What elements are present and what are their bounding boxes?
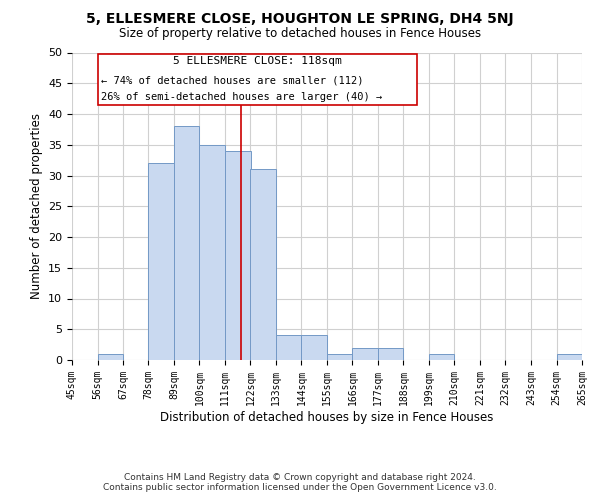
Bar — [276, 336, 301, 360]
Text: Size of property relative to detached houses in Fence Houses: Size of property relative to detached ho… — [119, 28, 481, 40]
Bar — [301, 336, 327, 360]
Bar — [250, 170, 276, 360]
Bar — [97, 354, 123, 360]
X-axis label: Distribution of detached houses by size in Fence Houses: Distribution of detached houses by size … — [160, 410, 494, 424]
Text: 5 ELLESMERE CLOSE: 118sqm: 5 ELLESMERE CLOSE: 118sqm — [173, 56, 342, 66]
Bar — [225, 151, 251, 360]
Bar — [174, 126, 199, 360]
Bar — [199, 145, 225, 360]
Text: ← 74% of detached houses are smaller (112): ← 74% of detached houses are smaller (11… — [101, 76, 364, 86]
Y-axis label: Number of detached properties: Number of detached properties — [29, 114, 43, 299]
Bar — [327, 354, 352, 360]
Bar — [429, 354, 455, 360]
Bar — [378, 348, 403, 360]
Bar — [557, 354, 582, 360]
FancyBboxPatch shape — [97, 54, 418, 105]
Text: 26% of semi-detached houses are larger (40) →: 26% of semi-detached houses are larger (… — [101, 92, 382, 102]
Text: Contains HM Land Registry data © Crown copyright and database right 2024.
Contai: Contains HM Land Registry data © Crown c… — [103, 473, 497, 492]
Bar — [148, 163, 174, 360]
Text: 5, ELLESMERE CLOSE, HOUGHTON LE SPRING, DH4 5NJ: 5, ELLESMERE CLOSE, HOUGHTON LE SPRING, … — [86, 12, 514, 26]
Bar — [352, 348, 378, 360]
